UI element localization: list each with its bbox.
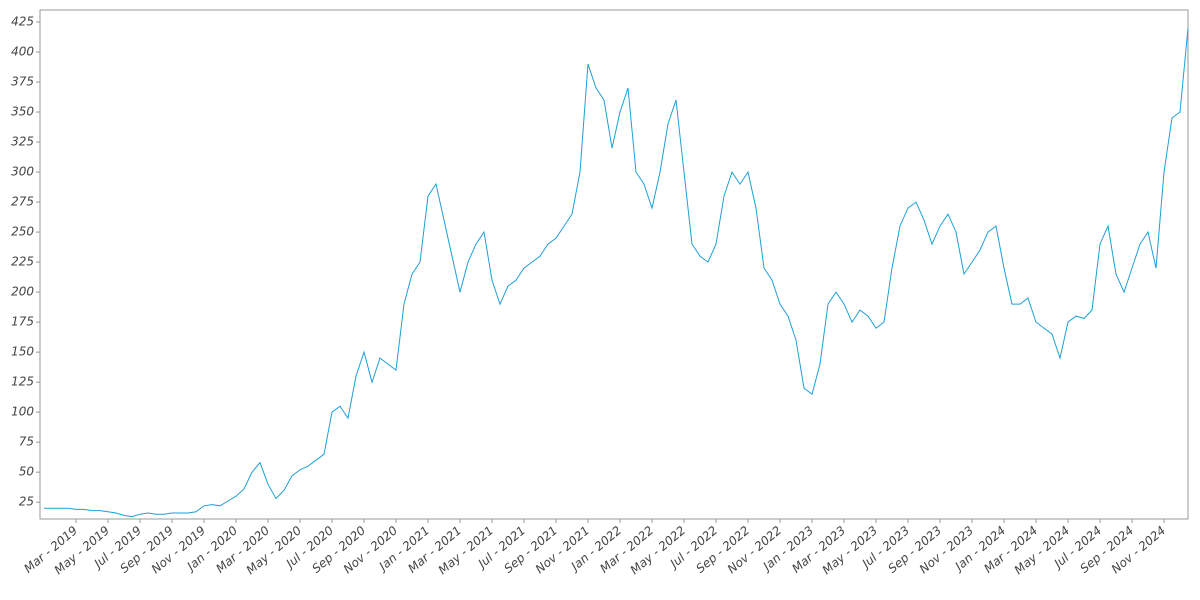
plot-frame bbox=[39, 9, 1189, 520]
y-tick-label: 200 bbox=[11, 285, 34, 299]
y-tick-label: 325 bbox=[11, 135, 34, 149]
y-tick-label: 400 bbox=[11, 45, 34, 59]
price-line bbox=[44, 27, 1189, 518]
y-tick-label: 125 bbox=[11, 375, 34, 389]
y-tick-label: 150 bbox=[11, 345, 34, 359]
y-tick-label: 275 bbox=[11, 195, 34, 209]
y-tick-label: 75 bbox=[19, 435, 34, 449]
y-tick-label: 425 bbox=[11, 15, 34, 29]
y-tick-label: 50 bbox=[19, 465, 35, 479]
y-tick-label: 225 bbox=[11, 255, 34, 269]
y-tick-label: 100 bbox=[11, 405, 34, 419]
y-tick-label: 350 bbox=[11, 105, 34, 119]
y-tick-label: 175 bbox=[11, 315, 34, 329]
y-tick-label: 300 bbox=[11, 165, 34, 179]
y-tick-label: 25 bbox=[19, 495, 34, 509]
y-tick-label: 250 bbox=[11, 225, 34, 239]
y-tick-label: 375 bbox=[11, 75, 34, 89]
